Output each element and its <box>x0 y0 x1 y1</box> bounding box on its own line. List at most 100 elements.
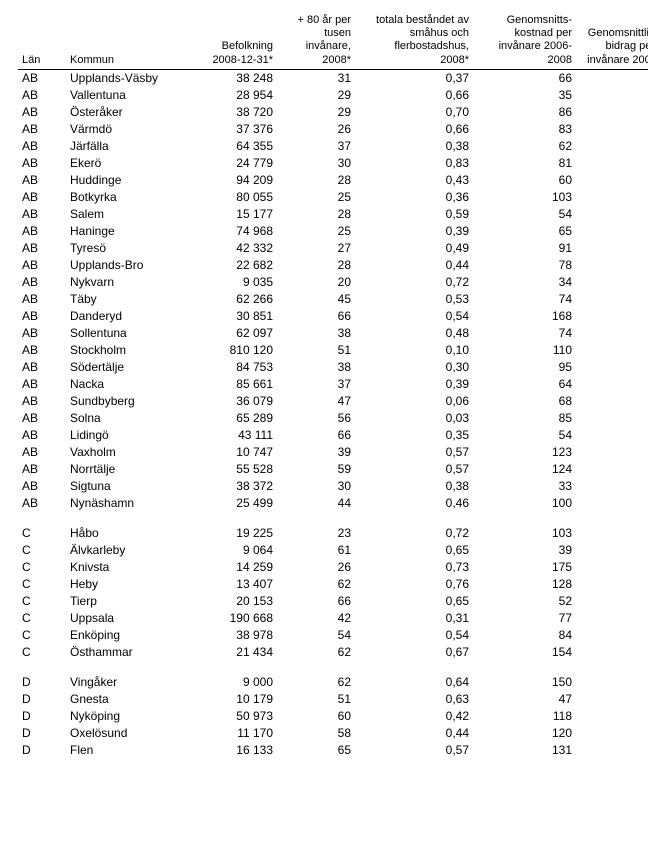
cell-plus80: 38 <box>277 325 355 342</box>
cell-bestand: 0,38 <box>355 138 473 155</box>
cell-bestand: 0,36 <box>355 189 473 206</box>
cell-kommun: Tierp <box>66 593 194 610</box>
cell-bidrag: 2,8 <box>576 274 648 291</box>
cell-plus80: 29 <box>277 87 355 104</box>
table-row: CKnivsta14 259260,731755,7 <box>18 559 648 576</box>
cell-lan: D <box>18 708 66 725</box>
cell-plus80: 26 <box>277 559 355 576</box>
cell-kostnad: 47 <box>473 691 576 708</box>
cell-bestand: 0,38 <box>355 478 473 495</box>
cell-kommun: Tyresö <box>66 240 194 257</box>
table-row: ABTyresö42 332270,49918,4 <box>18 240 648 257</box>
cell-kostnad: 128 <box>473 576 576 593</box>
cell-befolkning: 62 266 <box>194 291 277 308</box>
cell-kommun: Nynäshamn <box>66 495 194 512</box>
table-row: ABSödertälje84 753380,30959,0 <box>18 359 648 376</box>
cell-bidrag: 8,4 <box>576 427 648 444</box>
cell-plus80: 38 <box>277 359 355 376</box>
cell-befolkning: 190 668 <box>194 610 277 627</box>
cell-kommun: Håbo <box>66 525 194 542</box>
cell-befolkning: 38 248 <box>194 69 277 87</box>
cell-plus80: 54 <box>277 627 355 644</box>
cell-kommun: Stockholm <box>66 342 194 359</box>
cell-kostnad: 83 <box>473 121 576 138</box>
cell-bidrag: 7,3 <box>576 674 648 691</box>
cell-kommun: Norrtälje <box>66 461 194 478</box>
cell-kostnad: 52 <box>473 593 576 610</box>
cell-kostnad: 123 <box>473 444 576 461</box>
cell-bestand: 0,63 <box>355 691 473 708</box>
table-row: ABVärmdö37 376260,66836,8 <box>18 121 648 138</box>
cell-plus80: 60 <box>277 708 355 725</box>
cell-lan: AB <box>18 342 66 359</box>
cell-bidrag: 14,5 <box>576 644 648 661</box>
cell-lan: AB <box>18 223 66 240</box>
cell-plus80: 28 <box>277 206 355 223</box>
cell-befolkning: 42 332 <box>194 240 277 257</box>
cell-bestand: 0,67 <box>355 644 473 661</box>
cell-lan: AB <box>18 155 66 172</box>
table-row: ABUpplands-Bro22 682280,44787,8 <box>18 257 648 274</box>
cell-befolkning: 810 120 <box>194 342 277 359</box>
cell-kommun: Vingåker <box>66 674 194 691</box>
cell-bidrag: 7,1 <box>576 610 648 627</box>
cell-kostnad: 84 <box>473 627 576 644</box>
cell-lan: AB <box>18 121 66 138</box>
cell-befolkning: 14 259 <box>194 559 277 576</box>
cell-bidrag: 7,6 <box>576 69 648 87</box>
cell-kostnad: 168 <box>473 308 576 325</box>
cell-plus80: 61 <box>277 542 355 559</box>
cell-bidrag: 7,5 <box>576 223 648 240</box>
cell-kostnad: 95 <box>473 359 576 376</box>
cell-plus80: 27 <box>277 240 355 257</box>
cell-befolkning: 11 170 <box>194 725 277 742</box>
cell-kommun: Vallentuna <box>66 87 194 104</box>
cell-bidrag: 11,0 <box>576 742 648 759</box>
table-row: CUppsala190 668420,31777,1 <box>18 610 648 627</box>
cell-lan: AB <box>18 206 66 223</box>
cell-befolkning: 37 376 <box>194 121 277 138</box>
cell-plus80: 20 <box>277 274 355 291</box>
cell-befolkning: 20 153 <box>194 593 277 610</box>
cell-kostnad: 131 <box>473 742 576 759</box>
cell-plus80: 31 <box>277 69 355 87</box>
cell-bestand: 0,66 <box>355 121 473 138</box>
cell-bidrag: 9,5 <box>576 342 648 359</box>
cell-kostnad: 78 <box>473 257 576 274</box>
cell-bestand: 0,10 <box>355 342 473 359</box>
cell-plus80: 26 <box>277 121 355 138</box>
table-row: ABVaxholm10 747390,571235,5 <box>18 444 648 461</box>
cell-kommun: Lidingö <box>66 427 194 444</box>
cell-bestand: 0,48 <box>355 325 473 342</box>
cell-bestand: 0,39 <box>355 376 473 393</box>
cell-kommun: Heby <box>66 576 194 593</box>
cell-plus80: 30 <box>277 478 355 495</box>
cell-lan: C <box>18 627 66 644</box>
cell-bidrag: 7,6 <box>576 138 648 155</box>
table-row: ABStockholm810 120510,101109,5 <box>18 342 648 359</box>
cell-bestand: 0,44 <box>355 257 473 274</box>
table-row: CEnköping38 978540,54848,9 <box>18 627 648 644</box>
table-row: ABHuddinge94 209280,43605,7 <box>18 172 648 189</box>
cell-plus80: 37 <box>277 376 355 393</box>
cell-bidrag: 7,8 <box>576 257 648 274</box>
cell-plus80: 59 <box>277 461 355 478</box>
cell-bidrag: 5,3 <box>576 593 648 610</box>
cell-befolkning: 80 055 <box>194 189 277 206</box>
cell-kommun: Nacka <box>66 376 194 393</box>
cell-kommun: Österåker <box>66 104 194 121</box>
cell-kommun: Salem <box>66 206 194 223</box>
cell-kommun: Sigtuna <box>66 478 194 495</box>
table-row: ABHaninge74 968250,39657,5 <box>18 223 648 240</box>
cell-bestand: 0,57 <box>355 742 473 759</box>
cell-befolkning: 38 372 <box>194 478 277 495</box>
table-row: ABEkerö24 779300,83815,7 <box>18 155 648 172</box>
cell-bestand: 0,70 <box>355 104 473 121</box>
cell-lan: C <box>18 593 66 610</box>
cell-bidrag: 5,7 <box>576 172 648 189</box>
cell-lan: AB <box>18 240 66 257</box>
cell-kommun: Täby <box>66 291 194 308</box>
cell-befolkning: 24 779 <box>194 155 277 172</box>
cell-plus80: 47 <box>277 393 355 410</box>
cell-kostnad: 85 <box>473 410 576 427</box>
